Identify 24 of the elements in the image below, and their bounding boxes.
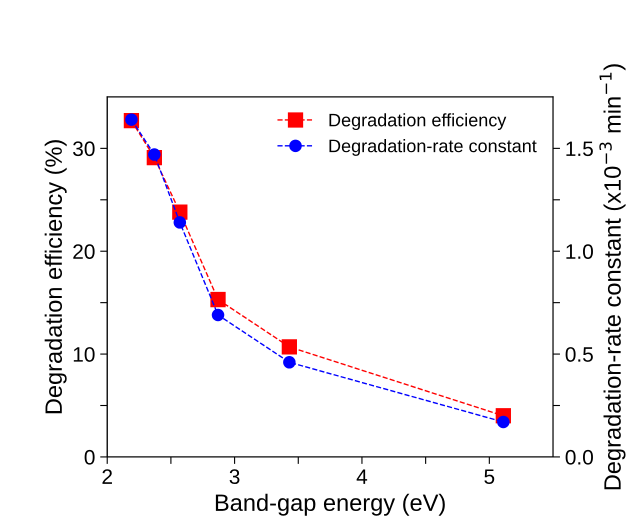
point xyxy=(212,308,224,322)
point xyxy=(210,292,226,308)
y2-tick-label: 0.5 xyxy=(566,347,593,362)
point xyxy=(174,216,186,229)
x-tick-label: 3 xyxy=(230,469,240,484)
x-axis-title: Band-gap energy (eV) xyxy=(216,494,445,516)
y2-axis-title: Degradation-rate constant (x10$^{−3}$ min$^{−1}$) xyxy=(599,64,626,490)
point xyxy=(148,148,161,161)
x-tick-label: 4 xyxy=(356,470,368,484)
legend-label: Degradation efficiency xyxy=(329,113,506,130)
point xyxy=(497,416,510,428)
y-tick-label: 10 xyxy=(74,347,95,362)
point xyxy=(283,356,296,369)
y2-tick-label: 0.0 xyxy=(566,450,593,465)
y-tick-label: 0 xyxy=(84,450,95,465)
x-tick-label: 5 xyxy=(484,470,494,484)
y2-tick-label: 1.5 xyxy=(566,142,593,156)
y-tick-label: 20 xyxy=(73,244,95,259)
y2-tick-label: 1.0 xyxy=(566,244,593,259)
x-tick-label: 2 xyxy=(102,469,112,484)
y-tick-label: 30 xyxy=(73,141,95,156)
legend-label: Degradation-rate constant xyxy=(329,139,537,156)
point xyxy=(282,339,297,355)
y-axis-title: Degradation efficiency (%) xyxy=(44,140,67,414)
